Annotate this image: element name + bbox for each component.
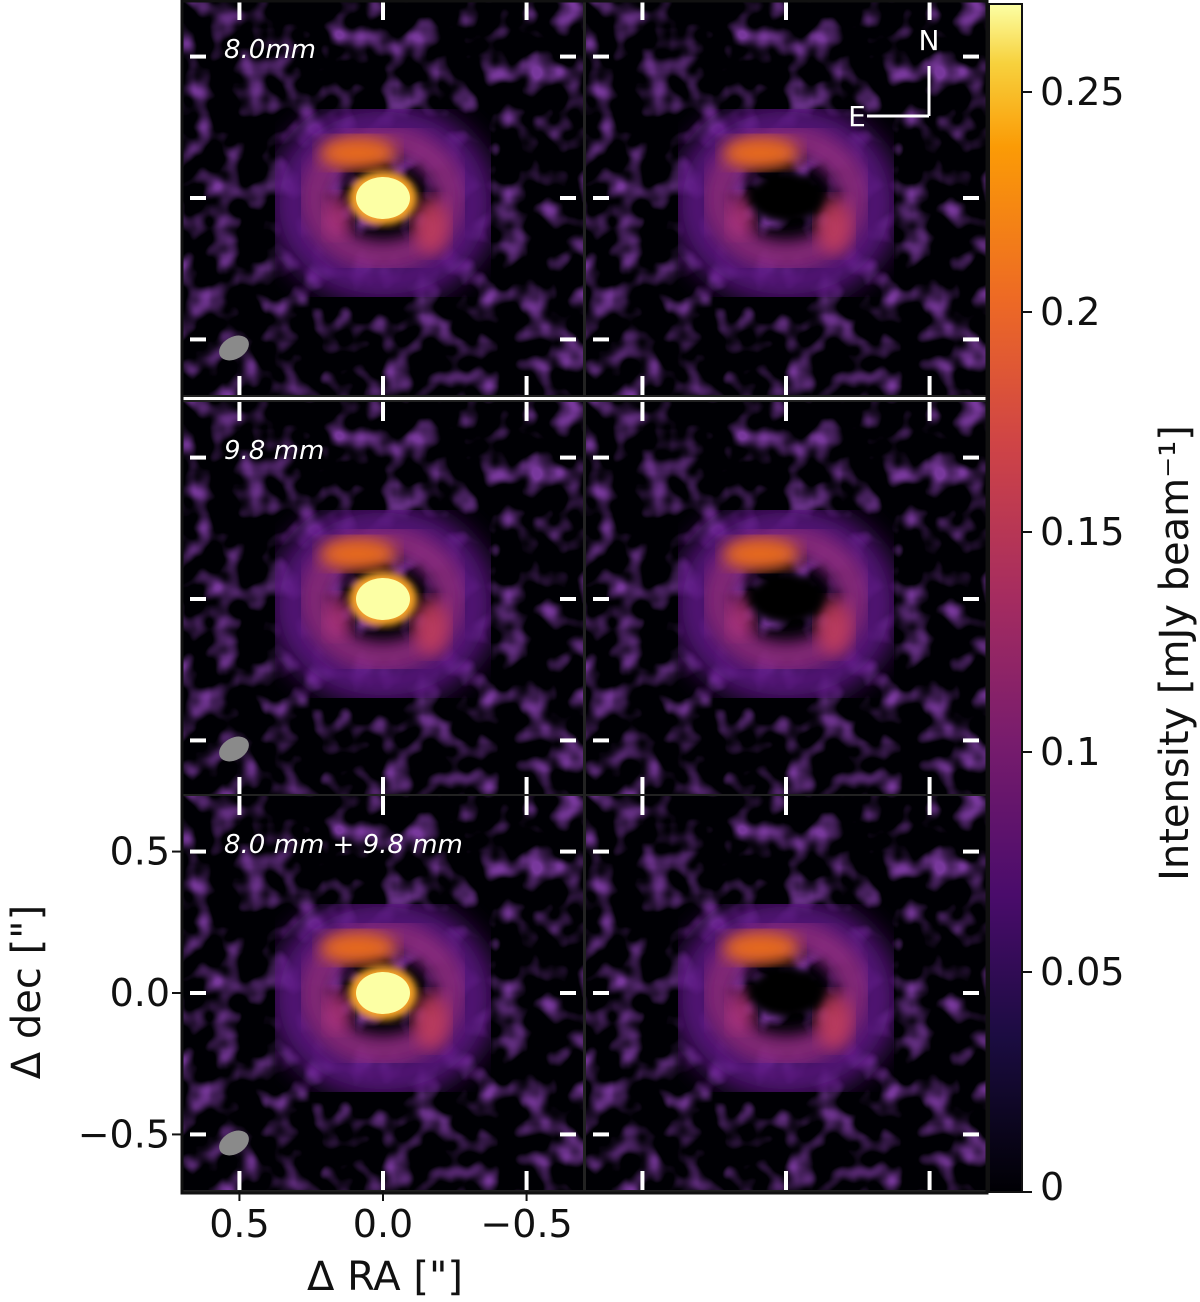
- ring-emission: [300, 920, 466, 1066]
- panel-label: 8.0mm: [224, 35, 316, 65]
- ring-hotspot-east: [324, 194, 352, 238]
- central-source: [356, 578, 410, 620]
- y-axis-label: Δ dec ["]: [4, 905, 50, 1079]
- residual-hole: [750, 575, 822, 623]
- ring-hotspot-north: [320, 932, 396, 964]
- panel-r0-c1: NE: [584, 0, 988, 397]
- panel-r1-c0: 9.8 mm: [181, 400, 585, 798]
- ring-hotspot-east: [727, 989, 755, 1033]
- panel-ticks: [593, 0, 979, 396]
- colorbar-tick-label: 0.2: [1040, 290, 1100, 334]
- ring-emission: [703, 920, 869, 1066]
- central-source: [356, 972, 410, 1014]
- panel-ticks: [593, 401, 979, 797]
- ring-hotspot-north: [723, 137, 799, 169]
- ring-hotspot-north: [320, 538, 396, 570]
- panel-r1-c1: [584, 400, 988, 798]
- y-axis: 0.5 0.0 −0.5: [78, 830, 182, 1156]
- ring-emission: [703, 125, 869, 271]
- x-tick-label: 0.0: [353, 1202, 413, 1246]
- ring-emission: [300, 125, 466, 271]
- panel-label: 9.8 mm: [224, 436, 324, 466]
- ring-hotspot-east: [727, 194, 755, 238]
- residual-hole: [750, 174, 822, 222]
- colorbar-tick-label: 0.15: [1040, 510, 1125, 554]
- y-tick-label: −0.5: [78, 1112, 170, 1156]
- panel-ticks: [190, 795, 576, 1191]
- ring-hotspot-southwest: [413, 198, 449, 254]
- x-tick-label: 0.5: [209, 1202, 269, 1246]
- beam-ellipse: [219, 1130, 249, 1156]
- ring-hotspot-southwest: [816, 993, 852, 1049]
- colorbar-tick-label: 0.1: [1040, 730, 1100, 774]
- colorbar-gradient: [988, 3, 1023, 1193]
- panel-r0-c0: 8.0mm: [181, 0, 585, 397]
- panel-r2-c0: 8.0 mm + 9.8 mm: [181, 794, 585, 1192]
- x-tick-label: −0.5: [480, 1202, 572, 1246]
- x-axis: 0.5 0.0 −0.5: [209, 1191, 573, 1246]
- y-tick-label: 0.5: [110, 830, 170, 874]
- panel-r2-c1: [584, 794, 988, 1192]
- ring-hotspot-north: [723, 932, 799, 964]
- beam-ellipse: [219, 736, 249, 762]
- ring-hotspot-east: [324, 989, 352, 1033]
- colorbar-tick-label: 0: [1040, 1165, 1064, 1209]
- panel-ticks: [593, 795, 979, 1191]
- ring-emission: [300, 526, 466, 672]
- ring-hotspot-north: [320, 137, 396, 169]
- x-axis-label: Δ RA ["]: [307, 1254, 463, 1300]
- ring-hotspot-southwest: [413, 993, 449, 1049]
- compass-north-label: N: [919, 24, 940, 57]
- colorbar-tick-label: 0.25: [1040, 70, 1125, 114]
- colorbar-tick-label: 0.05: [1040, 950, 1125, 994]
- compass-east-label: E: [848, 100, 866, 133]
- ring-hotspot-southwest: [816, 198, 852, 254]
- ring-hotspot-east: [324, 595, 352, 639]
- beam-ellipse: [219, 335, 249, 361]
- ring-emission: [703, 526, 869, 672]
- ring-hotspot-southwest: [413, 599, 449, 655]
- image-panels: 8.0mm NE9.8 mm8.0 mm + 9.8 mm: [180, 0, 989, 1195]
- grid-frame: [180, 0, 989, 1195]
- compass: NE: [848, 24, 939, 133]
- residual-hole: [750, 969, 822, 1017]
- y-tick-label: 0.0: [110, 971, 170, 1015]
- ring-hotspot-east: [727, 595, 755, 639]
- panel-label: 8.0 mm + 9.8 mm: [224, 830, 463, 860]
- ring-hotspot-north: [723, 538, 799, 570]
- ring-hotspot-southwest: [816, 599, 852, 655]
- colorbar: 0 0.05 0.1 0.15 0.2 0.25: [988, 3, 1125, 1209]
- colorbar-label: Intensity [mJy beam⁻¹]: [1152, 425, 1198, 881]
- panel-ticks: [190, 0, 576, 396]
- central-source: [356, 177, 410, 219]
- panel-ticks: [190, 401, 576, 797]
